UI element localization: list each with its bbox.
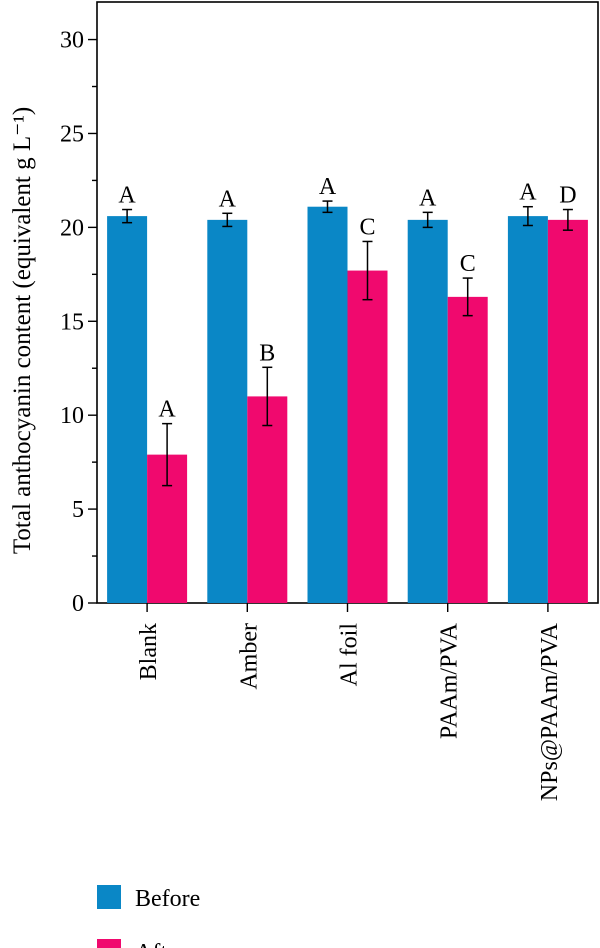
- x-category-label: Amber: [236, 623, 262, 690]
- legend-swatch-after: [97, 939, 121, 948]
- x-category-label: NPs@PAAm/PVA: [537, 622, 563, 801]
- bar-after-1: [247, 396, 288, 603]
- significance-letter: A: [118, 183, 136, 209]
- y-tick-label: 10: [60, 403, 84, 429]
- bar-before-1: [207, 219, 248, 604]
- significance-letter: C: [359, 214, 375, 240]
- significance-letter: A: [419, 185, 437, 211]
- y-tick-label: 0: [72, 591, 84, 617]
- bar-before-4: [507, 216, 548, 603]
- x-category-label: Blank: [136, 623, 162, 680]
- legend-label-after: After: [135, 940, 186, 948]
- x-category-label: PAAm/PVA: [437, 622, 463, 739]
- bars: [107, 200, 588, 604]
- bar-after-3: [447, 296, 488, 603]
- significance-letter: A: [519, 180, 537, 206]
- bar-after-2: [347, 270, 388, 603]
- legend-label-before: Before: [135, 886, 200, 912]
- bar-before-2: [307, 206, 348, 603]
- y-tick-label: 20: [60, 215, 84, 241]
- legend: Before After: [97, 885, 200, 948]
- y-axis-label: Total anthocyanin content (equivalent g …: [9, 107, 36, 554]
- significance-letter: A: [158, 397, 176, 423]
- y-tick-label: 30: [60, 28, 84, 54]
- x-category-label: Al foil: [337, 623, 363, 687]
- labels: Blank Amber Al foil PAAm/PVA NPs@PAAm/PVA A A A…: [118, 174, 576, 801]
- y-tick-label: 15: [60, 309, 84, 335]
- bar-before-0: [107, 216, 148, 603]
- y-tick-label: 25: [60, 121, 84, 147]
- bar-after-4: [547, 219, 588, 604]
- significance-letter: B: [259, 340, 275, 366]
- legend-swatch-before: [97, 885, 121, 909]
- significance-letter: A: [219, 186, 237, 212]
- y-tick-label: 5: [72, 497, 84, 523]
- bar-before-3: [407, 219, 448, 604]
- significance-letter: A: [319, 174, 337, 200]
- significance-letter: D: [559, 183, 576, 209]
- significance-letter: C: [460, 251, 476, 277]
